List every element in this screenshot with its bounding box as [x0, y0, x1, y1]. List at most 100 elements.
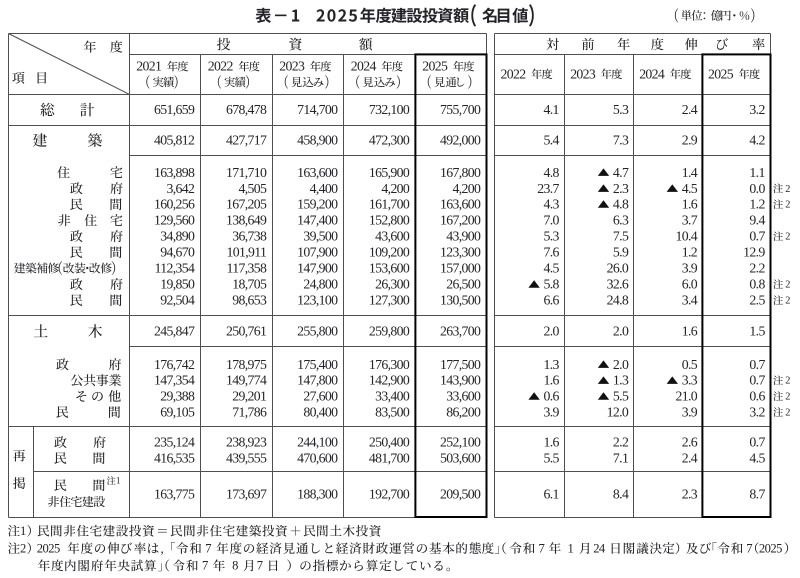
svg-text:470,600: 470,600 [297, 451, 338, 466]
svg-text:98,653: 98,653 [232, 293, 267, 308]
svg-text:39,500: 39,500 [303, 229, 338, 244]
svg-text:259,800: 259,800 [369, 324, 410, 339]
svg-text:43,900: 43,900 [446, 229, 481, 244]
svg-text:4,400: 4,400 [310, 181, 339, 196]
svg-text:167,800: 167,800 [440, 165, 481, 180]
svg-text:472,300: 472,300 [369, 133, 410, 148]
svg-text:8.7: 8.7 [749, 487, 765, 502]
svg-text:109,200: 109,200 [369, 245, 410, 260]
svg-text:7.6: 7.6 [544, 245, 560, 260]
svg-text:1: 1 [116, 477, 121, 487]
svg-text:1.6: 1.6 [682, 324, 698, 339]
svg-text:86,200: 86,200 [446, 405, 481, 420]
svg-text:3.9: 3.9 [544, 405, 560, 420]
svg-text:6.0: 6.0 [682, 277, 698, 292]
svg-text:4.8: 4.8 [544, 165, 560, 180]
svg-text:2: 2 [785, 296, 790, 307]
svg-text:123,300: 123,300 [440, 245, 481, 260]
svg-text:3.4: 3.4 [682, 293, 698, 308]
svg-text:8: 8 [232, 559, 238, 573]
svg-text:178,975: 178,975 [226, 357, 267, 372]
svg-text:2022: 2022 [501, 66, 527, 81]
svg-text:416,535: 416,535 [154, 451, 195, 466]
svg-text:2025: 2025 [37, 541, 60, 555]
svg-text:176,742: 176,742 [154, 357, 195, 372]
svg-text:4,200: 4,200 [381, 181, 410, 196]
svg-text:157,000: 157,000 [440, 261, 481, 276]
svg-text:4,200: 4,200 [453, 181, 482, 196]
svg-text:2: 2 [20, 541, 26, 555]
svg-text:7.0: 7.0 [544, 213, 560, 228]
svg-text:255,800: 255,800 [297, 324, 338, 339]
svg-text:1.6: 1.6 [544, 373, 560, 388]
svg-text:175,400: 175,400 [297, 357, 338, 372]
svg-text:165,900: 165,900 [369, 165, 410, 180]
svg-text:152,800: 152,800 [369, 213, 410, 228]
svg-text:481,700: 481,700 [369, 451, 410, 466]
svg-text:0.7: 0.7 [749, 229, 765, 244]
svg-text:107,900: 107,900 [297, 245, 338, 260]
svg-text:176,300: 176,300 [369, 357, 410, 372]
svg-text:130,500: 130,500 [440, 293, 481, 308]
svg-text:112,354: 112,354 [155, 261, 196, 276]
svg-text:4.5: 4.5 [682, 181, 698, 196]
svg-text:21.0: 21.0 [675, 389, 697, 404]
svg-text:2025: 2025 [759, 541, 782, 555]
svg-text:188,300: 188,300 [297, 487, 338, 502]
svg-text:2: 2 [785, 232, 790, 243]
svg-text:159,200: 159,200 [297, 197, 338, 212]
svg-text:4.8: 4.8 [613, 197, 629, 212]
svg-text:5.9: 5.9 [613, 245, 629, 260]
svg-text:5.5: 5.5 [544, 451, 560, 466]
svg-text:149,774: 149,774 [226, 373, 267, 388]
svg-text:427,717: 427,717 [226, 133, 267, 148]
svg-text:252,100: 252,100 [440, 435, 481, 450]
svg-text:5.3: 5.3 [613, 102, 629, 117]
svg-text:5.3: 5.3 [544, 229, 560, 244]
svg-text:235,124: 235,124 [154, 435, 195, 450]
svg-text:83,500: 83,500 [375, 405, 410, 420]
svg-text:678,478: 678,478 [226, 102, 267, 117]
svg-text:5.8: 5.8 [544, 277, 560, 292]
svg-text:3.3: 3.3 [682, 373, 698, 388]
svg-text:2023: 2023 [570, 66, 596, 81]
svg-text:263,700: 263,700 [440, 324, 481, 339]
svg-text:171,710: 171,710 [226, 165, 267, 180]
svg-text:651,659: 651,659 [154, 102, 195, 117]
svg-text:10.4: 10.4 [675, 229, 697, 244]
svg-text:2.3: 2.3 [682, 487, 698, 502]
svg-text:2023: 2023 [279, 59, 305, 74]
svg-text:5.5: 5.5 [613, 389, 629, 404]
svg-text:2.0: 2.0 [544, 324, 560, 339]
svg-text:138,649: 138,649 [226, 213, 267, 228]
svg-text:167,205: 167,205 [226, 197, 267, 212]
svg-text:4.5: 4.5 [544, 261, 560, 276]
svg-text:4,505: 4,505 [239, 181, 268, 196]
svg-text:3.2: 3.2 [749, 405, 765, 420]
svg-text:7: 7 [205, 541, 211, 555]
svg-text:2025: 2025 [708, 66, 734, 81]
svg-text:0.5: 0.5 [682, 357, 698, 372]
svg-text:26,500: 26,500 [446, 277, 481, 292]
svg-text:161,700: 161,700 [369, 197, 410, 212]
svg-text:250,400: 250,400 [369, 435, 410, 450]
svg-text:1.1: 1.1 [749, 165, 765, 180]
svg-text:18,705: 18,705 [232, 277, 267, 292]
svg-text:3.2: 3.2 [749, 102, 765, 117]
svg-text:1.4: 1.4 [682, 165, 698, 180]
svg-text:1.3: 1.3 [613, 373, 629, 388]
svg-text:153,600: 153,600 [369, 261, 410, 276]
svg-text:26,300: 26,300 [375, 277, 410, 292]
svg-text:29,201: 29,201 [232, 389, 267, 404]
svg-text:1.6: 1.6 [544, 435, 560, 450]
svg-text:167,200: 167,200 [440, 213, 481, 228]
svg-text:24,800: 24,800 [303, 277, 338, 292]
svg-text:1: 1 [568, 541, 574, 555]
svg-text:173,697: 173,697 [226, 487, 267, 502]
svg-text:129,560: 129,560 [154, 213, 195, 228]
svg-text:23.7: 23.7 [537, 181, 559, 196]
svg-text:12.0: 12.0 [607, 405, 629, 420]
svg-text:2: 2 [785, 376, 790, 387]
svg-text:0.6: 0.6 [749, 389, 765, 404]
svg-text:143,900: 143,900 [440, 373, 481, 388]
